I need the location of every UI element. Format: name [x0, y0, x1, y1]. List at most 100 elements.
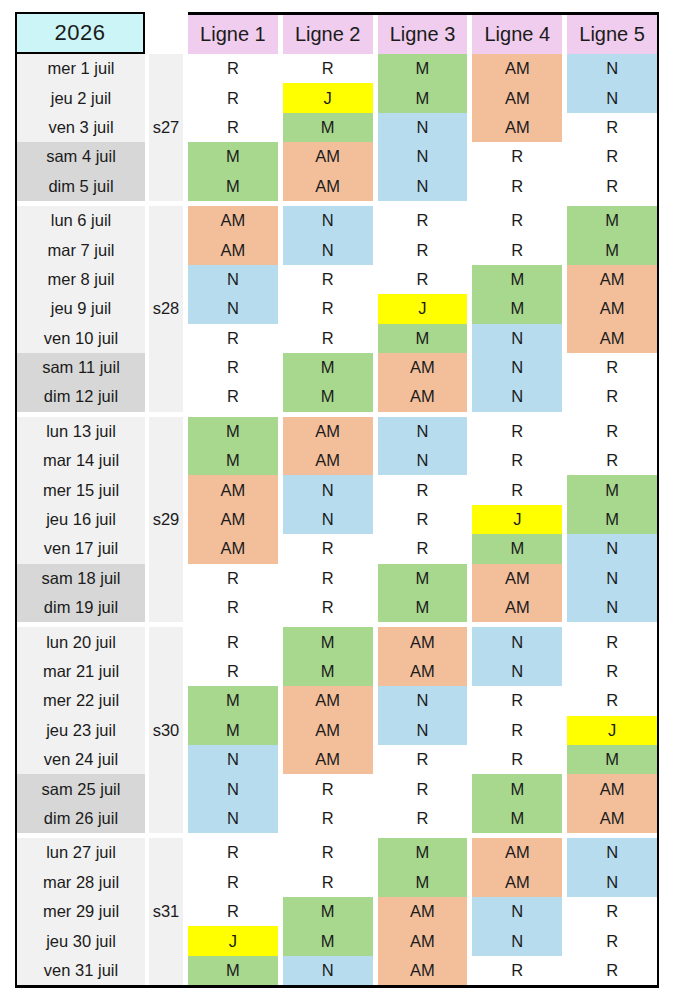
shift-cell: AM [378, 956, 468, 985]
shift-code-label: AM [410, 633, 435, 652]
shift-cell: N [567, 838, 657, 867]
shift-code-label: AM [315, 422, 340, 441]
shift-code-label: M [416, 843, 430, 862]
shift-code-label: AM [505, 89, 530, 108]
shift-cell: N [472, 382, 562, 411]
shift-column-ligne-5: RRMMNNN [567, 417, 657, 623]
date-label: mar 14 juil [43, 451, 119, 470]
date-cell: ven 24 juil [17, 745, 145, 774]
shift-code-label: AM [600, 780, 625, 799]
shift-code-label: M [321, 118, 335, 137]
shift-cell: R [188, 838, 278, 867]
shift-cell: M [378, 324, 468, 353]
shift-code-label: R [322, 780, 334, 799]
shift-cell: AM [283, 446, 373, 475]
shift-cell: M [188, 956, 278, 985]
shift-cell: R [283, 564, 373, 593]
shift-code-label: R [227, 118, 239, 137]
shift-code-label: M [226, 422, 240, 441]
shift-code-label: AM [221, 241, 246, 260]
date-label: mer 15 juil [43, 481, 119, 500]
date-label: jeu 30 juil [46, 932, 116, 951]
shift-code-label: N [227, 750, 239, 769]
shift-code-label: R [417, 241, 429, 260]
shift-cell: AM [567, 265, 657, 294]
shift-cell: J [567, 716, 657, 745]
shift-code-label: AM [600, 270, 625, 289]
date-label: ven 3 juil [48, 118, 113, 137]
date-cell: dim 5 juil [17, 172, 145, 201]
date-label: mar 28 juil [43, 873, 119, 892]
shift-code-label: AM [505, 59, 530, 78]
shift-code-label: R [511, 451, 523, 470]
shift-code-label: M [321, 358, 335, 377]
shift-cell: R [567, 897, 657, 926]
week-number-label: s31 [153, 902, 180, 921]
shift-cell: R [378, 235, 468, 264]
shift-code-label: R [227, 329, 239, 348]
column-header-ligne-5: Ligne 5 [567, 15, 657, 54]
date-cell: mar 14 juil [17, 446, 145, 475]
shift-code-label: N [322, 211, 334, 230]
shift-cell: R [378, 774, 468, 803]
shift-code-label: AM [410, 662, 435, 681]
shift-code-label: R [227, 902, 239, 921]
shift-code-label: AM [221, 211, 246, 230]
shift-cell: R [283, 774, 373, 803]
date-cell: jeu 23 juil [17, 716, 145, 745]
shift-cell: N [283, 505, 373, 534]
shift-cell: M [567, 206, 657, 235]
shift-cell: M [283, 382, 373, 411]
shift-code-label: N [322, 510, 334, 529]
shift-code-label: J [513, 510, 521, 529]
shift-cell: AM [188, 505, 278, 534]
shift-column-ligne-3: NNRRRMM [378, 417, 468, 623]
shift-code-label: N [606, 843, 618, 862]
shift-cell: R [567, 686, 657, 715]
shift-code-label: AM [410, 387, 435, 406]
shift-column-ligne-3: AMAMNNRRR [378, 627, 468, 833]
weeks-container: mer 1 juiljeu 2 juilven 3 juilsam 4 juil… [17, 54, 657, 985]
week-group-s28: lun 6 juilmar 7 juilmer 8 juiljeu 9 juil… [17, 206, 657, 412]
shift-cell: N [567, 593, 657, 622]
shift-code-label: R [511, 961, 523, 980]
shift-code-label: R [606, 118, 618, 137]
shift-code-label: AM [315, 691, 340, 710]
date-cell: mer 15 juil [17, 475, 145, 504]
shift-cell: R [283, 838, 373, 867]
shift-cell: R [283, 593, 373, 622]
shift-code-label: M [416, 873, 430, 892]
shift-cell: AM [283, 686, 373, 715]
shift-code-label: N [606, 873, 618, 892]
shift-cell: R [378, 804, 468, 833]
shift-cell: R [188, 564, 278, 593]
date-cell: mar 21 juil [17, 657, 145, 686]
shift-cell: R [472, 235, 562, 264]
shift-column-ligne-1: MMAMAMAMRR [188, 417, 278, 623]
shift-cell: AM [188, 475, 278, 504]
date-cell: sam 11 juil [17, 353, 145, 382]
shift-code-label: R [322, 569, 334, 588]
shift-cell: N [567, 534, 657, 563]
date-label: jeu 23 juil [46, 721, 116, 740]
date-column: lun 6 juilmar 7 juilmer 8 juiljeu 9 juil… [17, 206, 145, 412]
shift-code-label: AM [315, 177, 340, 196]
shift-cell: R [567, 657, 657, 686]
shift-cell: R [567, 956, 657, 985]
shift-cell: M [567, 235, 657, 264]
shift-code-label: AM [410, 902, 435, 921]
date-label: jeu 16 juil [46, 510, 116, 529]
shift-code-label: R [606, 387, 618, 406]
shift-code-label: J [418, 299, 426, 318]
shift-code-label: M [605, 241, 619, 260]
date-cell: mer 22 juil [17, 686, 145, 715]
shift-cell: M [378, 593, 468, 622]
shift-cell: R [472, 417, 562, 446]
shift-cell: N [283, 956, 373, 985]
shift-code-label: R [511, 721, 523, 740]
shift-cell: R [472, 686, 562, 715]
shift-cell: R [188, 83, 278, 112]
shift-cell: AM [378, 353, 468, 382]
shift-column-ligne-2: RRMMN [283, 838, 373, 985]
shift-cell: N [472, 897, 562, 926]
